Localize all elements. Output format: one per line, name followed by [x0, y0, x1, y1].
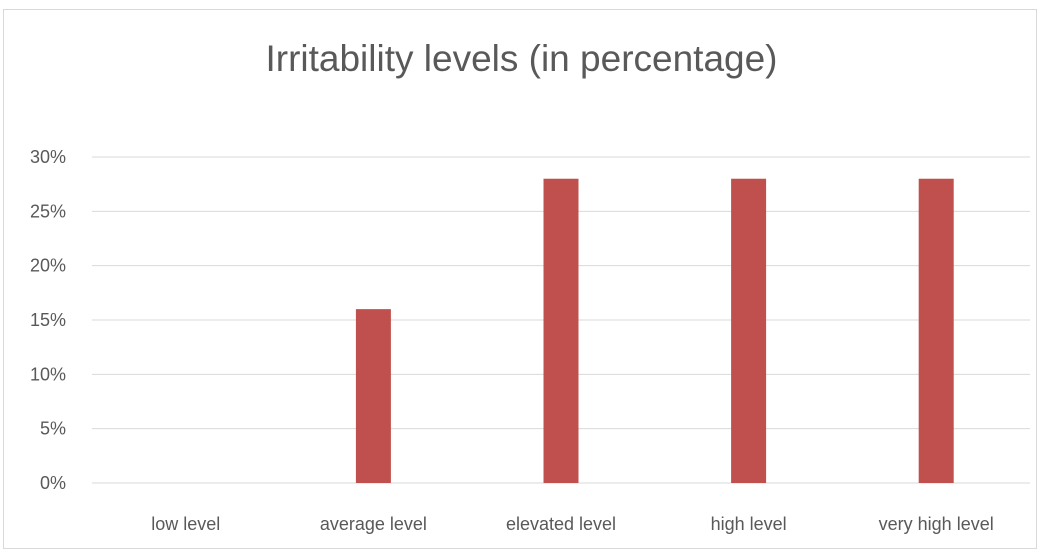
- y-tick-label: 20%: [30, 256, 66, 276]
- x-tick-label: low level: [151, 514, 220, 534]
- y-tick-label: 5%: [40, 419, 66, 439]
- x-tick-label: high level: [711, 514, 787, 534]
- bar-high-level: [731, 178, 767, 483]
- y-tick-label: 10%: [30, 364, 66, 384]
- y-tick-label: 25%: [30, 201, 66, 221]
- y-tick-label: 15%: [30, 310, 66, 330]
- chart-title: Irritability levels (in percentage): [265, 38, 778, 79]
- bars: [355, 178, 954, 483]
- y-axis-ticks: 0% 5% 10% 15% 20% 25% 30%: [30, 147, 66, 493]
- bar-elevated-level: [543, 178, 579, 483]
- x-tick-label: elevated level: [506, 514, 616, 534]
- x-tick-label: very high level: [879, 514, 994, 534]
- bar-very-high-level: [918, 178, 954, 483]
- y-tick-label: 0%: [40, 473, 66, 493]
- chart-frame: [3, 9, 1037, 549]
- y-tick-label: 30%: [30, 147, 66, 167]
- x-axis-ticks: low level average level elevated level high…: [151, 514, 993, 534]
- bar-average-level: [355, 309, 391, 483]
- x-tick-label: average level: [320, 514, 427, 534]
